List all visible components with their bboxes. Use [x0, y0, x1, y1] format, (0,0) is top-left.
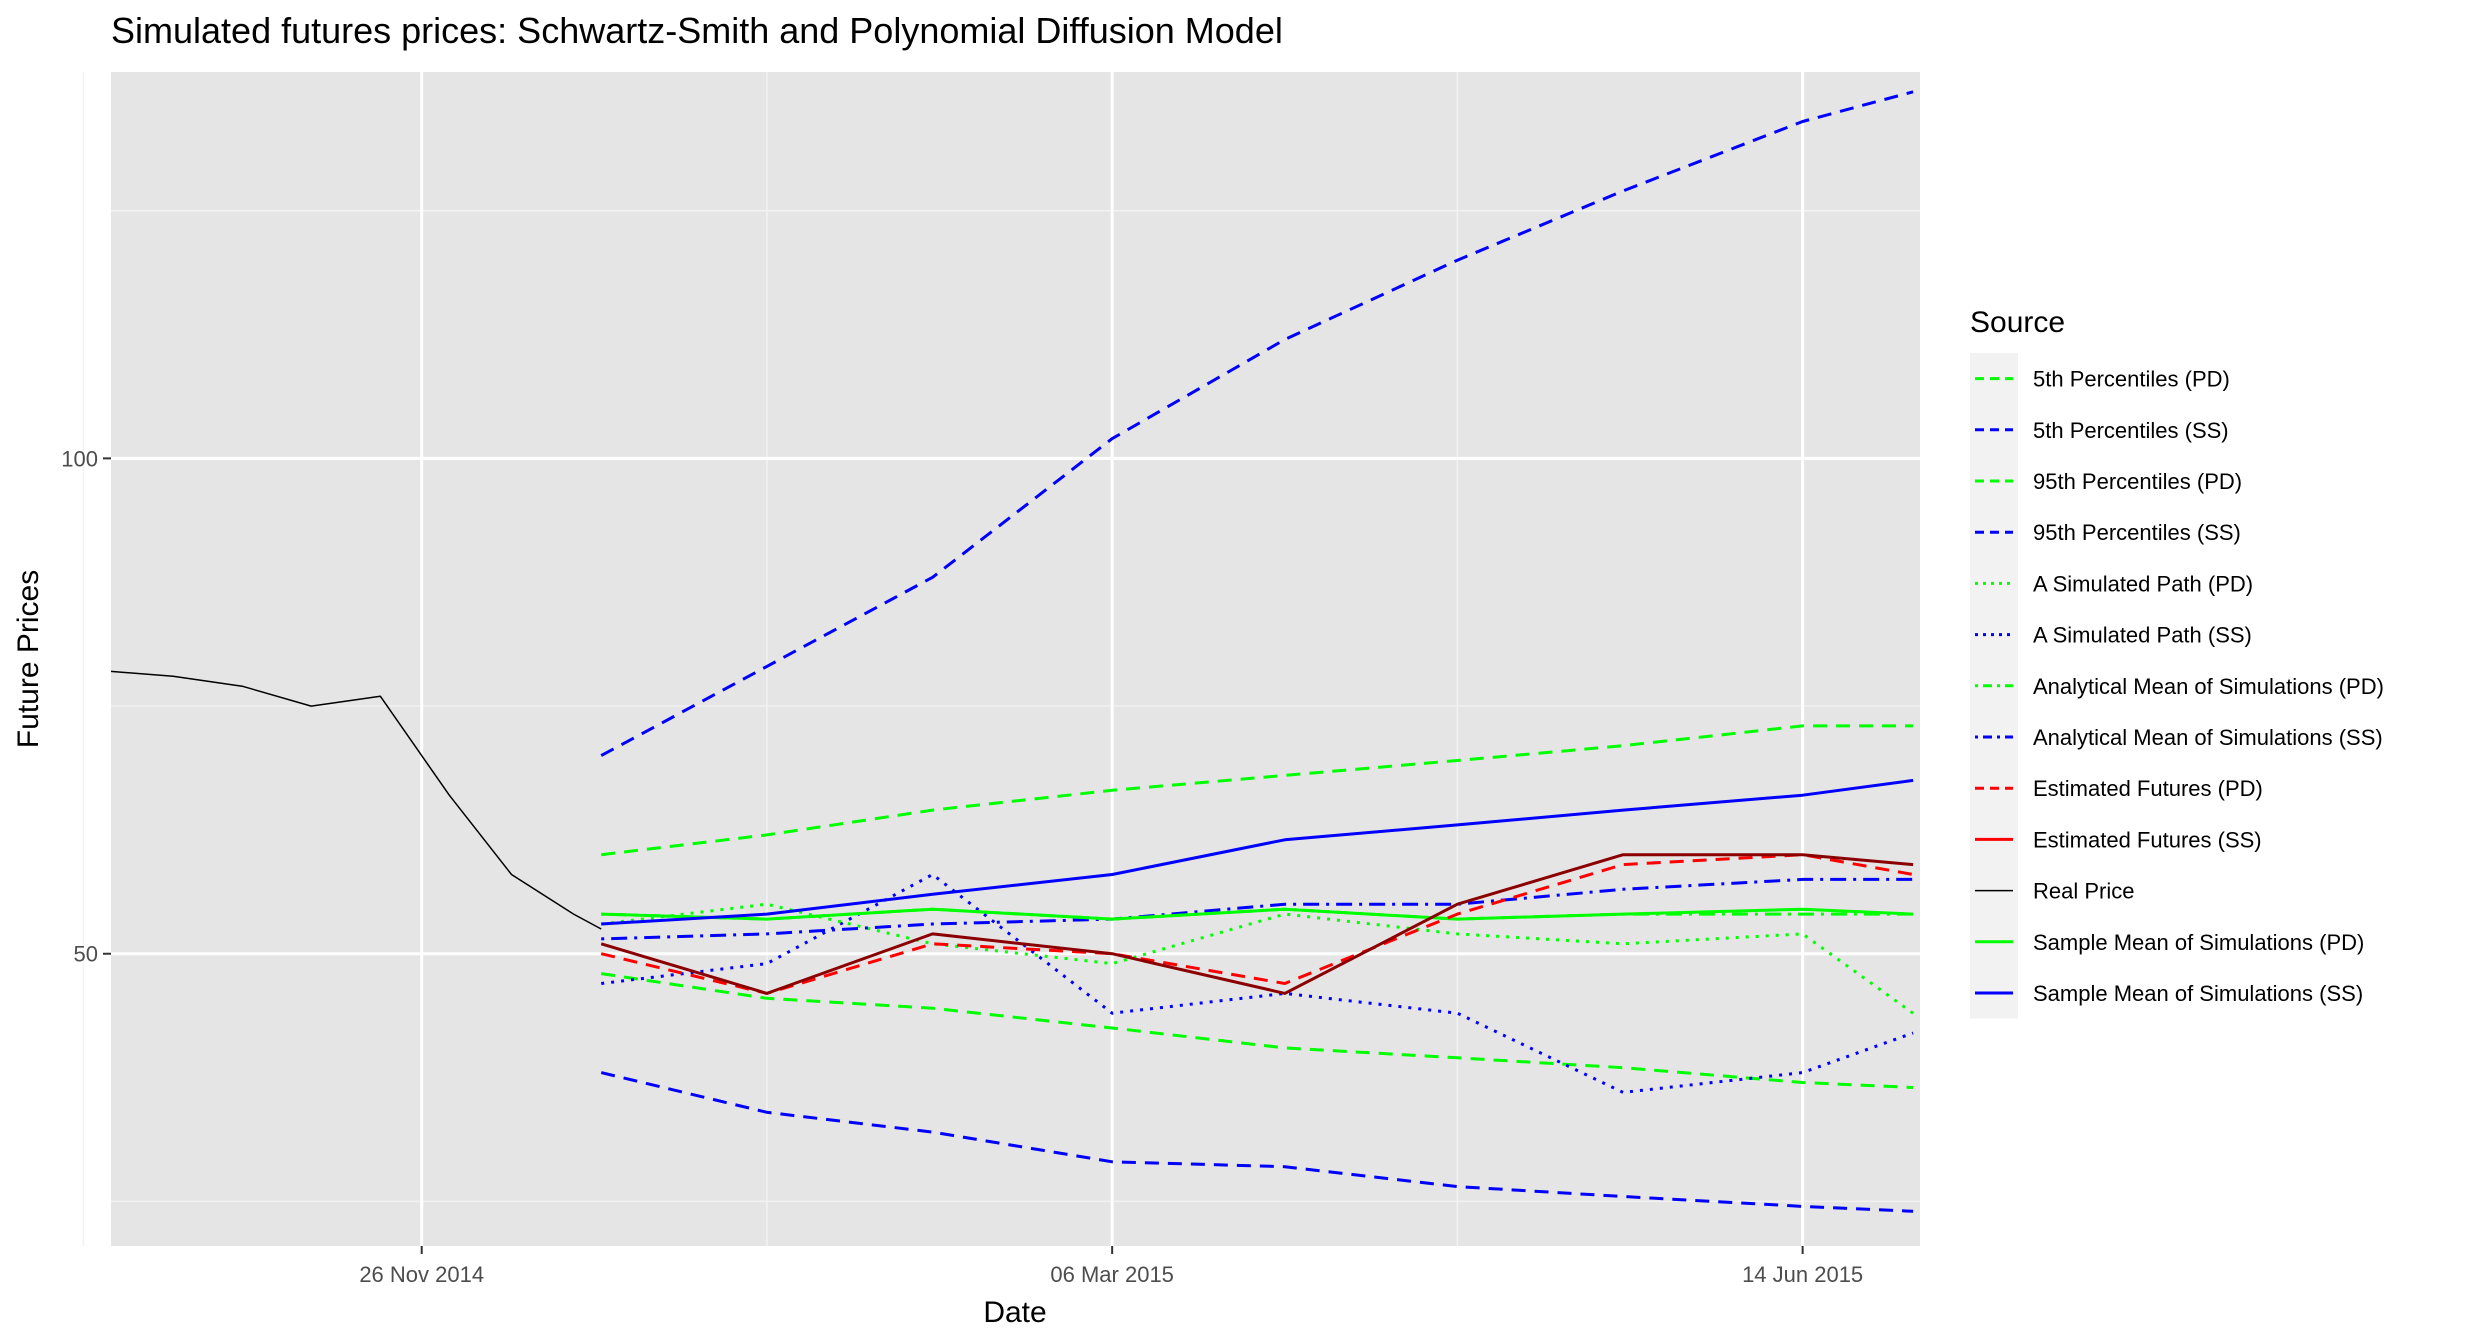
series-lines [110, 90, 1914, 1213]
series-line-10 [110, 670, 602, 930]
legend-label-7: Analytical Mean of Simulations (SS) [2033, 725, 2383, 750]
x-tick-label-2: 14 Jun 2015 [1742, 1262, 1863, 1287]
series-line-11 [601, 907, 1914, 921]
plot-panel [111, 72, 1920, 1246]
legend-label-8: Estimated Futures (PD) [2033, 776, 2263, 801]
series-line-7 [601, 877, 1914, 941]
series-line-9 [600, 853, 1914, 995]
legend-label-0: 5th Percentiles (PD) [2033, 367, 2230, 392]
x-axis-ticks: 26 Nov 2014 06 Mar 2015 14 Jun 2015 [359, 1246, 1863, 1287]
series-line-12 [601, 778, 1914, 926]
x-tick-label-1: 06 Mar 2015 [1050, 1262, 1174, 1287]
grid-lines [82, 72, 1920, 1246]
legend-label-12: Sample Mean of Simulations (SS) [2033, 981, 2363, 1006]
legend-label-5: A Simulated Path (SS) [2033, 623, 2252, 648]
legend-label-3: 95th Percentiles (SS) [2033, 520, 2241, 545]
legend-label-11: Sample Mean of Simulations (PD) [2033, 930, 2364, 955]
series-line-1 [600, 1071, 1914, 1213]
y-axis-ticks: 100 50 [61, 446, 111, 967]
y-axis-title: Future Prices [12, 570, 45, 748]
legend-label-6: Analytical Mean of Simulations (PD) [2033, 674, 2384, 699]
legend-label-1: 5th Percentiles (SS) [2033, 418, 2229, 443]
legend-label-10: Real Price [2033, 879, 2134, 904]
series-line-8 [600, 853, 1914, 995]
series-line-3 [600, 90, 1914, 757]
x-tick-label-0: 26 Nov 2014 [359, 1262, 484, 1287]
legend-label-9: Estimated Futures (SS) [2033, 827, 2262, 852]
legend-title: Source [1970, 306, 2065, 339]
x-axis-title: Date [983, 1296, 1046, 1329]
y-tick-label-0: 100 [61, 446, 98, 471]
y-tick-label-1: 50 [74, 942, 98, 967]
legend-label-2: 95th Percentiles (PD) [2033, 469, 2242, 494]
legend: 5th Percentiles (PD) 5th Percentiles (SS)… [1970, 353, 2384, 1019]
chart-title: Simulated futures prices: Schwartz-Smith… [111, 10, 1283, 51]
legend-label-4: A Simulated Path (PD) [2033, 571, 2253, 596]
